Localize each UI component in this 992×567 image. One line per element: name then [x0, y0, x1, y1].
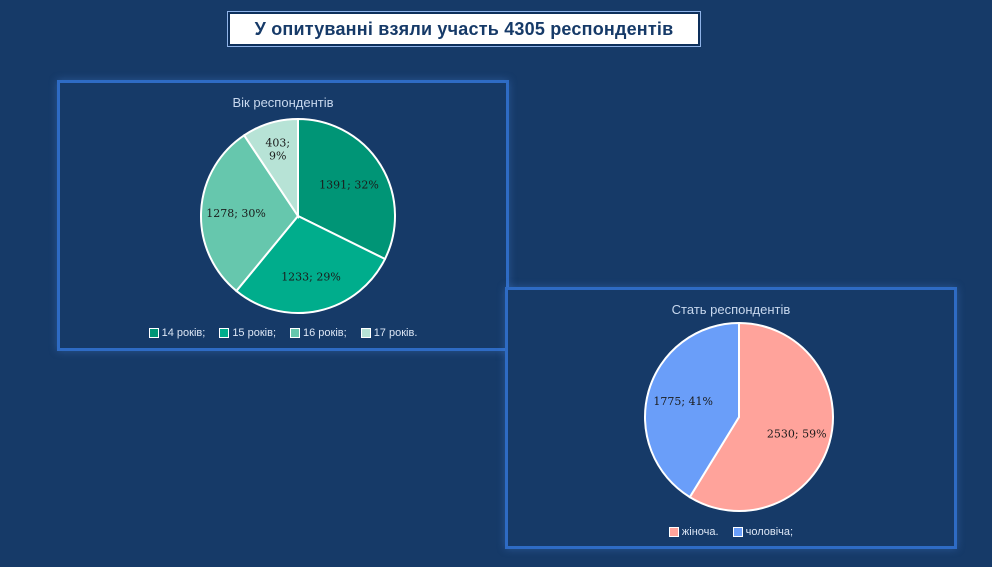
gender-pie-chart: 2530; 59% 1775; 41%: [644, 321, 834, 512]
legend-label-16: 16 років;: [303, 327, 347, 339]
gender-slice-0: [688, 321, 834, 512]
gender-chart-title: Стать респондентів: [671, 302, 791, 317]
legend-swatch-17: [360, 328, 371, 338]
legend-label-male: чоловіча;: [745, 526, 794, 538]
age-data-label-1: 1233; 29%: [281, 271, 341, 284]
gender-chart-legend: жіноча. чоловіча;: [508, 526, 954, 538]
gender-data-label-0: 2530; 59%: [767, 427, 827, 440]
age-pie-chart: 1391; 32% 1233; 29% 1278; 30% 403; 9%: [200, 117, 396, 314]
legend-swatch-15: [219, 328, 230, 338]
age-slice-0: [297, 117, 396, 261]
age-legend-item: 14 років;: [148, 327, 206, 339]
legend-swatch-16: [290, 328, 300, 338]
page-title: У опитуванні взяли участь 4305 респонден…: [228, 12, 700, 46]
age-legend-item: 17 років.: [360, 327, 418, 339]
gender-slice-1: [644, 321, 740, 499]
age-slice-3: [242, 117, 299, 220]
legend-label-17: 17 років.: [373, 327, 418, 339]
age-chart-title: Вік респондентів: [232, 95, 334, 110]
age-slice-2: [200, 133, 300, 293]
legend-swatch-male: [732, 527, 743, 537]
age-data-label-2: 1278; 30%: [206, 207, 266, 220]
legend-swatch-female: [668, 527, 679, 537]
age-legend-item: 16 років;: [290, 327, 347, 339]
age-legend-item: 15 років;: [219, 327, 276, 339]
legend-label-female: жіноча.: [681, 526, 719, 538]
legend-label-14: 14 років;: [161, 327, 206, 339]
legend-label-15: 15 років;: [232, 327, 276, 339]
age-slice-1: [234, 214, 387, 314]
gender-legend-item: чоловіча;: [732, 526, 794, 538]
legend-swatch-14: [148, 328, 159, 338]
gender-legend-item: жіноча.: [668, 526, 719, 538]
age-chart-panel: Вік респондентів 1391; 32% 1233; 29% 1278;…: [57, 80, 509, 351]
gender-chart-panel: Стать респондентів 2530; 59% 1775; 41% жі…: [505, 287, 957, 549]
gender-data-label-1: 1775; 41%: [653, 395, 713, 408]
age-data-label-3: 403; 9%: [265, 137, 290, 163]
age-chart-legend: 14 років; 15 років; 16 років; 17 років.: [60, 327, 506, 339]
age-data-label-0: 1391; 32%: [319, 178, 379, 191]
